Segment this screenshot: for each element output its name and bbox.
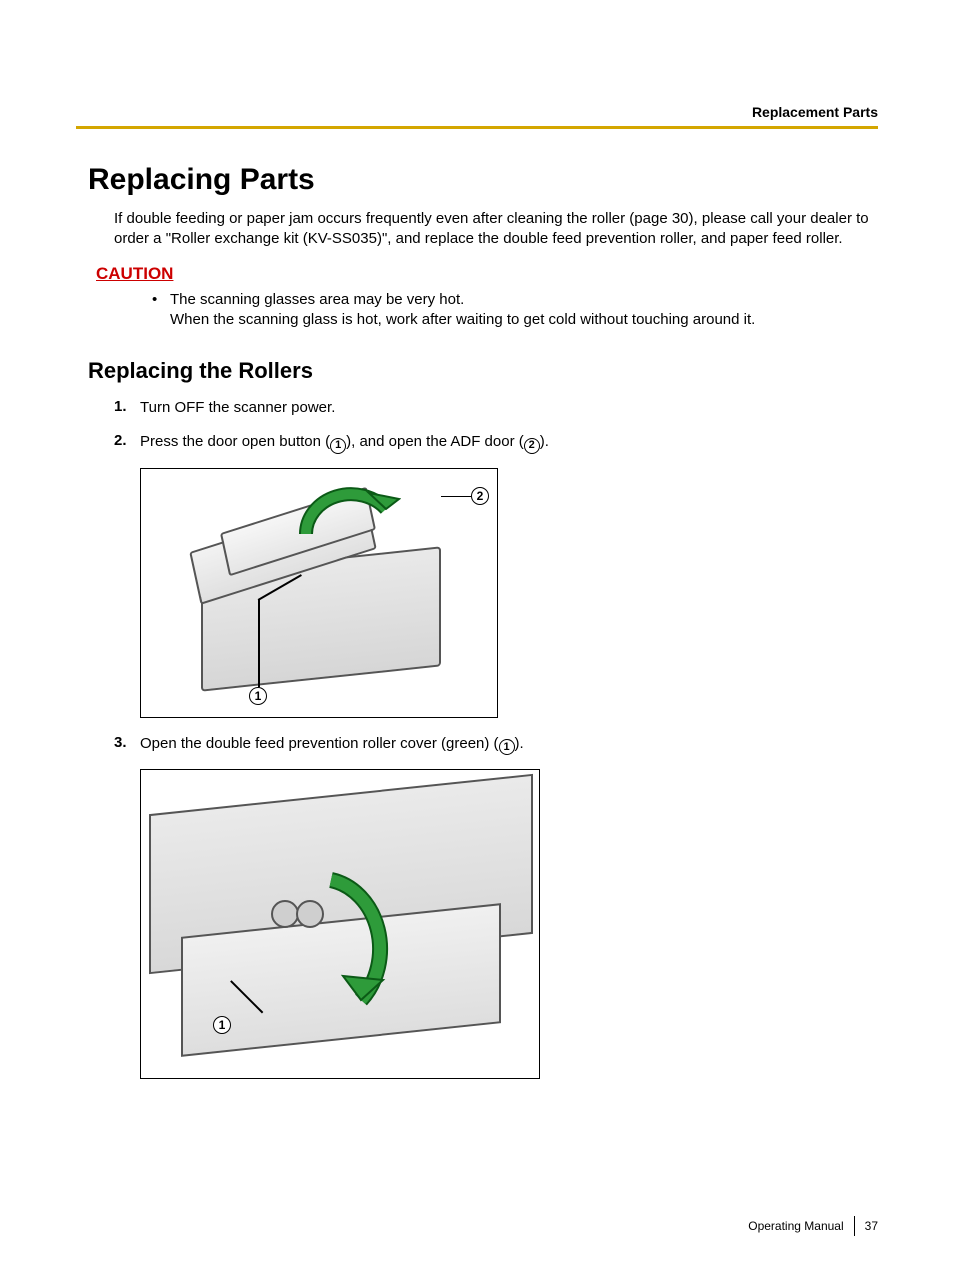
footer-divider xyxy=(854,1216,855,1236)
step-text: Open the double feed prevention roller c… xyxy=(140,734,878,756)
caution-list: • The scanning glasses area may be very … xyxy=(152,290,878,331)
rotate-arrow-icon xyxy=(291,479,401,549)
circle-ref-1-icon: 1 xyxy=(499,739,515,755)
step-text: Press the door open button (1), and open… xyxy=(140,432,878,454)
step-2-mid: ), and open the ADF door ( xyxy=(346,433,524,450)
figure-roller-cover: 1 xyxy=(140,769,540,1079)
step-3-pre: Open the double feed prevention roller c… xyxy=(140,735,499,752)
figure-adf-door: 2 1 xyxy=(140,468,498,718)
page-footer: Operating Manual 37 xyxy=(748,1216,878,1236)
header-rule xyxy=(76,126,878,129)
section-header: Replacement Parts xyxy=(76,104,878,120)
section-subtitle: Replacing the Rollers xyxy=(88,358,878,384)
caution-line-1: The scanning glasses area may be very ho… xyxy=(170,290,755,310)
footer-manual-label: Operating Manual xyxy=(748,1219,843,1233)
caution-line-2: When the scanning glass is hot, work aft… xyxy=(170,310,755,330)
callout-1: 1 xyxy=(249,687,267,705)
step-3: 3. Open the double feed prevention rolle… xyxy=(114,734,878,756)
step-number: 2. xyxy=(114,432,140,454)
intro-paragraph: If double feeding or paper jam occurs fr… xyxy=(114,209,874,250)
callout-2: 2 xyxy=(471,487,489,505)
circle-ref-1-icon: 1 xyxy=(330,438,346,454)
step-3-post: ). xyxy=(515,735,524,752)
step-number: 3. xyxy=(114,734,140,756)
step-text: Turn OFF the scanner power. xyxy=(140,398,878,418)
step-2-post: ). xyxy=(540,433,549,450)
step-2-pre: Press the door open button ( xyxy=(140,433,330,450)
rotate-arrow-icon xyxy=(291,870,421,1020)
page-title: Replacing Parts xyxy=(88,163,878,197)
step-1: 1. Turn OFF the scanner power. xyxy=(114,398,878,418)
step-number: 1. xyxy=(114,398,140,418)
circle-ref-2-icon: 2 xyxy=(524,438,540,454)
caution-label: CAUTION xyxy=(96,264,878,284)
caution-bullet: • xyxy=(152,290,170,331)
step-2: 2. Press the door open button (1), and o… xyxy=(114,432,878,454)
footer-page-number: 37 xyxy=(865,1219,878,1233)
